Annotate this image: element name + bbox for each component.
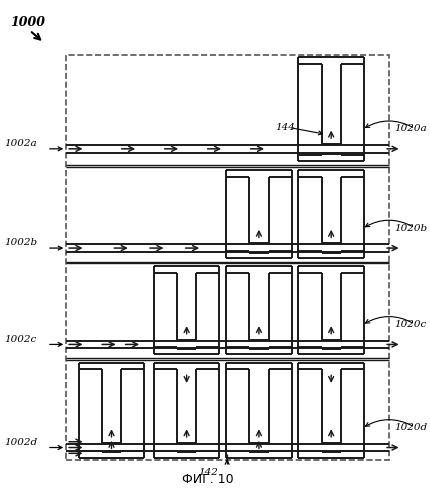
Bar [66,56,388,460]
Text: 1002d: 1002d [5,438,37,446]
Text: 1020c: 1020c [393,320,425,329]
Text: 142: 142 [198,468,218,477]
Text: 1000: 1000 [10,16,45,30]
Text: 1020b: 1020b [393,224,426,232]
Text: ФИГ. 10: ФИГ. 10 [181,473,233,486]
Text: 1002c: 1002c [5,334,37,344]
Text: 1002b: 1002b [5,238,37,247]
Text: 144: 144 [275,122,295,132]
Text: 1020a: 1020a [393,124,425,134]
Text: 1002a: 1002a [5,139,37,148]
Text: 1020d: 1020d [393,423,426,432]
